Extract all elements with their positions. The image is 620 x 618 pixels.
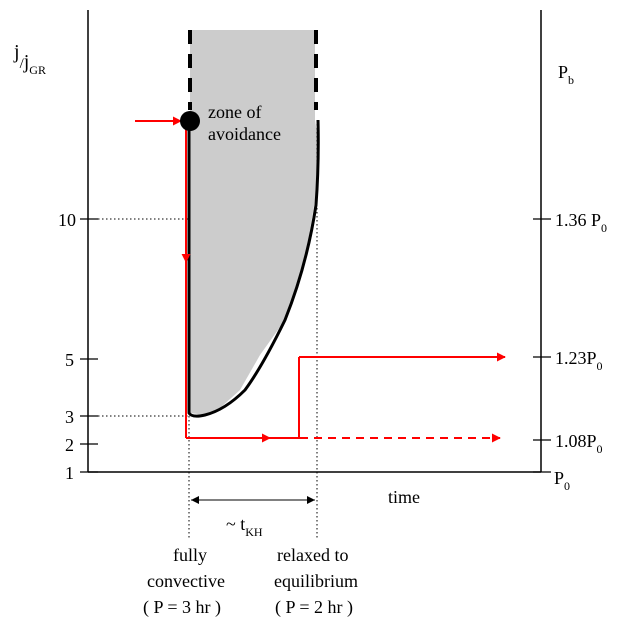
zone-label-line2: avoidance [208,124,281,144]
left-tick-label-5: 5 [65,350,74,370]
interval-label: ~ tKH [226,514,263,539]
zone-label-line1: zone of [208,102,261,122]
left-tick-label-1: 1 [65,463,74,483]
right-tick-label-p0: P0 [554,468,570,493]
left-tick-label-10: 10 [58,210,76,230]
left-tick-label-3: 3 [65,407,74,427]
right-tick-label-136: 1.36 P0 [555,210,607,235]
right-marker-line2: equilibrium [274,571,358,591]
left-marker-line1: fully [173,545,207,565]
left-marker-line3: ( P = 3 hr ) [143,597,221,618]
zone-of-avoidance-region [190,30,318,415]
right-marker-line3: ( P = 2 hr ) [275,597,353,618]
x-axis-label: time [388,487,420,507]
left-marker-line2: convective [147,571,225,591]
start-point-dot [180,111,200,131]
left-axis-label: j/jGR [13,41,46,77]
right-axis-label: Pb [558,62,574,87]
left-tick-label-2: 2 [65,435,74,455]
right-tick-label-108: 1.08P0 [555,431,603,456]
right-tick-label-123: 1.23P0 [555,348,603,373]
right-marker-line1: relaxed to [277,545,348,565]
